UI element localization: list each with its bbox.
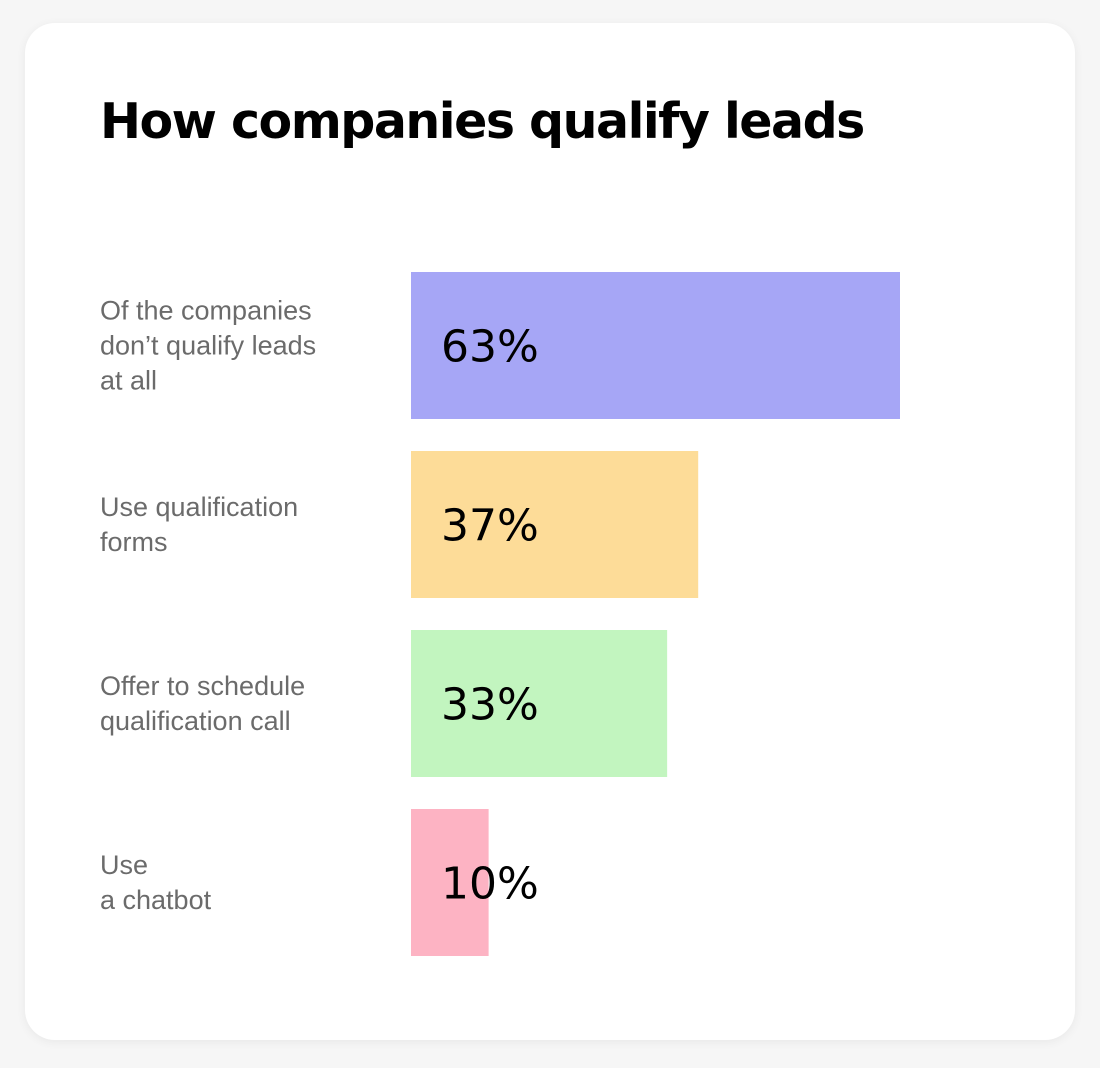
category-label-4: Use a chatbot xyxy=(100,850,212,915)
category-label-1: Of the companies don’t qualify leads at al… xyxy=(100,296,316,396)
bar-2 xyxy=(411,451,699,598)
value-label-1: 63% xyxy=(441,322,539,373)
category-label-2: Use qualification forms xyxy=(100,492,298,557)
value-label-2: 37% xyxy=(441,501,539,552)
value-label-4: 10% xyxy=(441,859,539,910)
category-label-3: Offer to schedule qualification call xyxy=(100,671,305,736)
bar-3 xyxy=(411,630,668,777)
bar-4 xyxy=(411,809,489,956)
bar-1 xyxy=(411,272,900,419)
chart-title: How companies qualify leads xyxy=(100,93,865,150)
bar-chart: Of the companies don’t qualify leads at al… xyxy=(100,272,900,956)
chart-card: How companies qualify leads Of the compa… xyxy=(25,23,1075,1040)
value-label-3: 33% xyxy=(441,680,539,731)
